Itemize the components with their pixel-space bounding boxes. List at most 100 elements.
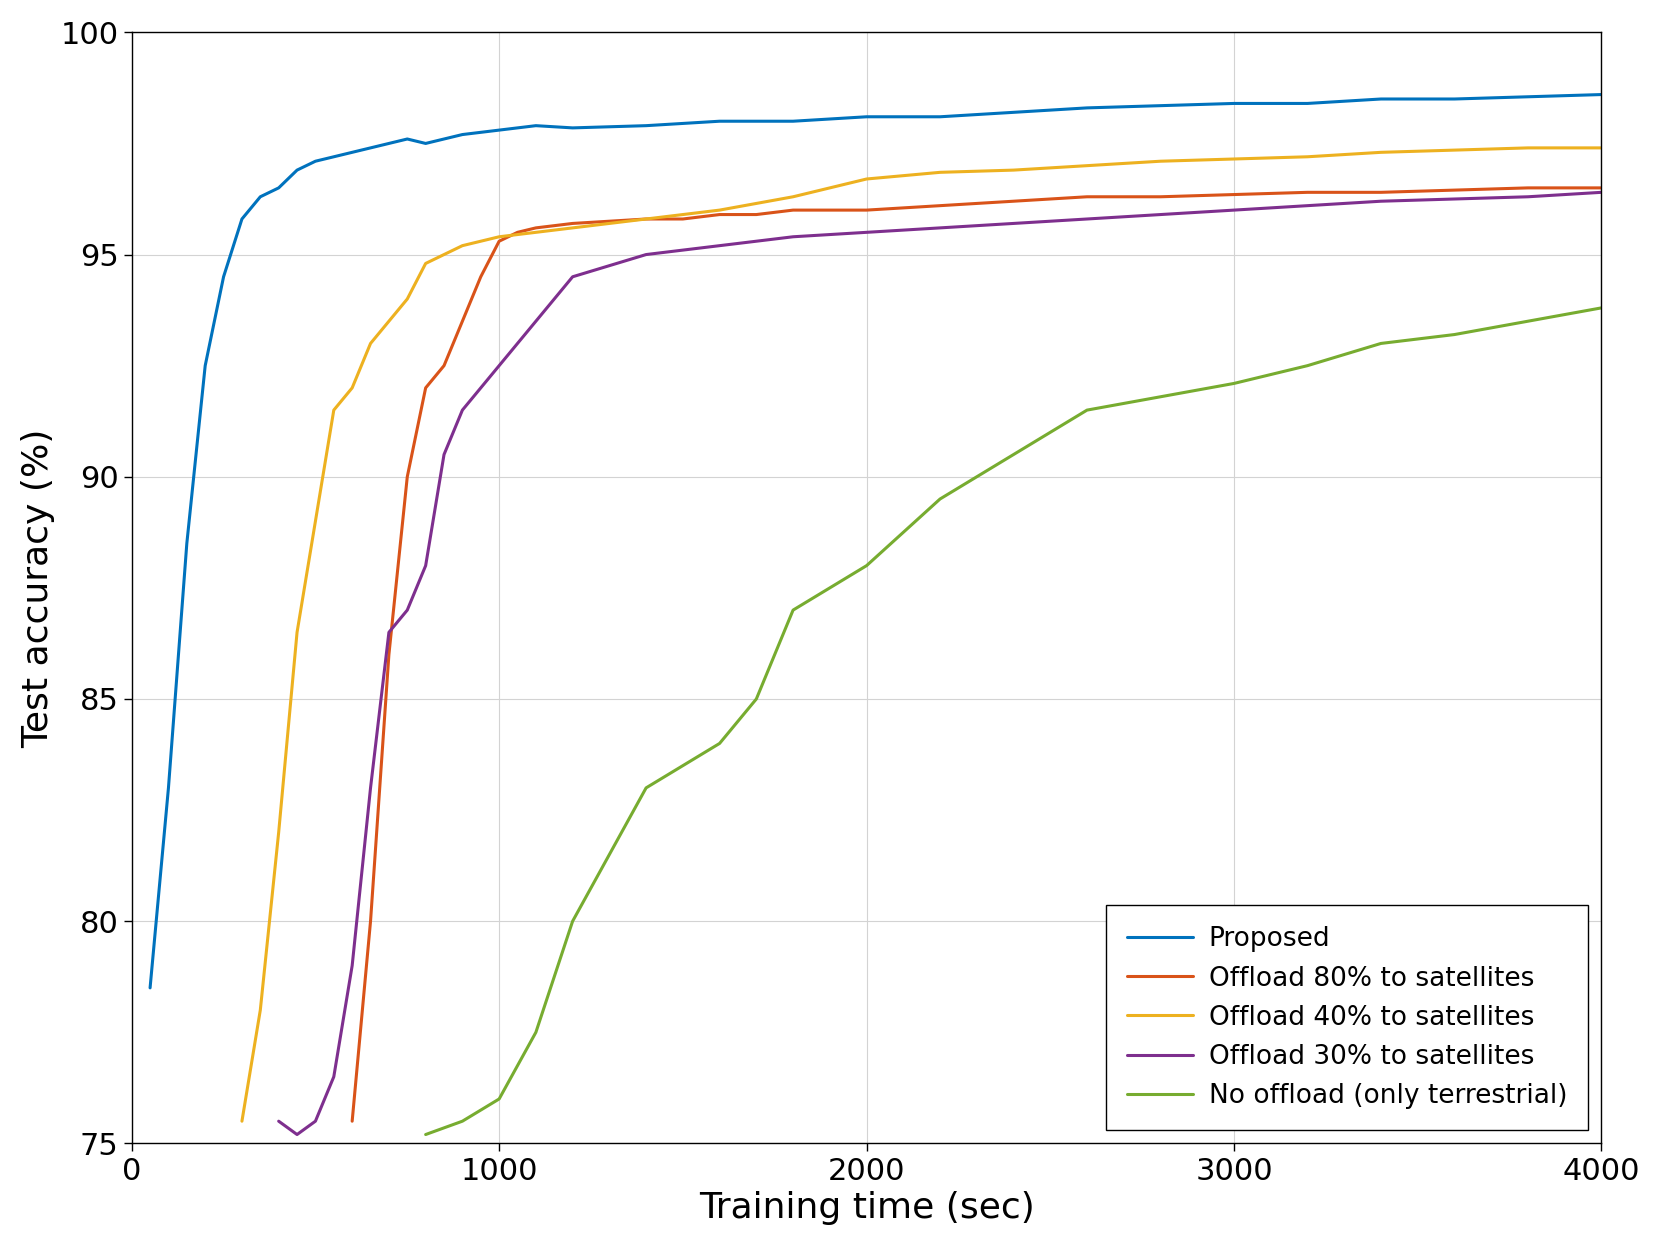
Offload 80% to satellites <box>821 203 840 218</box>
No offload (only terrestrial) <box>1076 402 1096 417</box>
Proposed <box>1445 91 1465 106</box>
Offload 40% to satellites <box>930 164 950 179</box>
Offload 40% to satellites <box>1224 152 1244 167</box>
Offload 30% to satellites <box>782 229 802 244</box>
Offload 40% to satellites <box>1003 163 1023 178</box>
No offload (only terrestrial) <box>1224 376 1244 391</box>
Offload 80% to satellites <box>1297 184 1317 199</box>
Offload 30% to satellites <box>1224 203 1244 218</box>
Offload 40% to satellites <box>857 172 877 187</box>
Proposed <box>1003 105 1023 120</box>
Offload 40% to satellites <box>1151 153 1171 168</box>
Offload 40% to satellites <box>269 825 289 840</box>
Proposed <box>527 118 546 133</box>
Offload 80% to satellites <box>1445 183 1465 198</box>
No offload (only terrestrial) <box>709 736 729 751</box>
Offload 30% to satellites <box>709 238 729 253</box>
Line: No offload (only terrestrial): No offload (only terrestrial) <box>425 308 1601 1135</box>
Proposed <box>233 212 252 227</box>
Offload 80% to satellites <box>1224 187 1244 202</box>
No offload (only terrestrial) <box>1297 358 1317 373</box>
Offload 30% to satellites <box>470 380 490 395</box>
Offload 30% to satellites <box>527 314 546 329</box>
Offload 80% to satellites <box>397 470 417 485</box>
Offload 40% to satellites <box>1297 150 1317 164</box>
Offload 80% to satellites <box>508 224 528 239</box>
Line: Offload 40% to satellites: Offload 40% to satellites <box>243 148 1601 1121</box>
Offload 30% to satellites <box>1591 184 1611 199</box>
Offload 30% to satellites <box>397 603 417 618</box>
Offload 80% to satellites <box>1076 189 1096 204</box>
Offload 30% to satellites <box>415 558 435 573</box>
Offload 30% to satellites <box>269 1114 289 1129</box>
Offload 80% to satellites <box>600 214 620 229</box>
Proposed <box>1518 90 1538 105</box>
Proposed <box>251 189 271 204</box>
Offload 40% to satellites <box>563 221 583 235</box>
No offload (only terrestrial) <box>490 1091 510 1106</box>
Line: Offload 30% to satellites: Offload 30% to satellites <box>279 192 1601 1135</box>
Offload 80% to satellites <box>415 380 435 395</box>
Offload 80% to satellites <box>1591 181 1611 196</box>
Offload 80% to satellites <box>1003 193 1023 208</box>
Offload 30% to satellites <box>324 1069 344 1084</box>
Proposed <box>563 121 583 136</box>
Proposed <box>140 981 159 996</box>
Offload 40% to satellites <box>1591 141 1611 156</box>
Offload 40% to satellites <box>1518 141 1538 156</box>
Offload 30% to satellites <box>306 1114 326 1129</box>
Offload 40% to satellites <box>490 229 510 244</box>
Offload 40% to satellites <box>636 212 656 227</box>
No offload (only terrestrial) <box>415 1128 435 1143</box>
Offload 40% to satellites <box>342 380 362 395</box>
Offload 30% to satellites <box>563 269 583 284</box>
Offload 30% to satellites <box>342 958 362 973</box>
No offload (only terrestrial) <box>930 491 950 506</box>
Offload 30% to satellites <box>452 402 472 417</box>
Proposed <box>360 141 380 156</box>
Offload 40% to satellites <box>527 224 546 239</box>
Offload 80% to satellites <box>1518 181 1538 196</box>
Proposed <box>1224 96 1244 111</box>
Proposed <box>490 122 510 137</box>
Offload 80% to satellites <box>490 234 510 249</box>
No offload (only terrestrial) <box>746 692 766 706</box>
Proposed <box>857 110 877 125</box>
Proposed <box>930 110 950 125</box>
Offload 80% to satellites <box>563 216 583 231</box>
Proposed <box>415 136 435 151</box>
Offload 40% to satellites <box>415 255 435 270</box>
Proposed <box>342 145 362 159</box>
Offload 30% to satellites <box>360 780 380 795</box>
No offload (only terrestrial) <box>1591 300 1611 315</box>
Proposed <box>158 780 178 795</box>
No offload (only terrestrial) <box>600 847 620 862</box>
Proposed <box>176 536 196 551</box>
No offload (only terrestrial) <box>857 558 877 573</box>
No offload (only terrestrial) <box>1370 336 1390 351</box>
Offload 40% to satellites <box>360 336 380 351</box>
Offload 30% to satellites <box>1518 189 1538 204</box>
Proposed <box>782 113 802 128</box>
No offload (only terrestrial) <box>1445 326 1465 341</box>
Offload 80% to satellites <box>434 358 453 373</box>
Proposed <box>709 113 729 128</box>
Legend: Proposed, Offload 80% to satellites, Offload 40% to satellites, Offload 30% to s: Proposed, Offload 80% to satellites, Off… <box>1106 906 1588 1130</box>
Offload 40% to satellites <box>397 292 417 307</box>
Offload 40% to satellites <box>782 189 802 204</box>
Proposed <box>1297 96 1317 111</box>
Proposed <box>1151 98 1171 113</box>
Proposed <box>196 358 216 373</box>
Offload 30% to satellites <box>1445 192 1465 207</box>
Offload 80% to satellites <box>1370 184 1390 199</box>
Offload 30% to satellites <box>379 624 399 639</box>
Proposed <box>269 181 289 196</box>
Offload 80% to satellites <box>782 203 802 218</box>
Proposed <box>306 153 326 168</box>
Offload 40% to satellites <box>1445 142 1465 157</box>
Offload 80% to satellites <box>527 221 546 235</box>
No offload (only terrestrial) <box>782 603 802 618</box>
Y-axis label: Test accuracy (%): Test accuracy (%) <box>22 429 55 748</box>
Proposed <box>1591 87 1611 102</box>
Offload 80% to satellites <box>360 913 380 928</box>
